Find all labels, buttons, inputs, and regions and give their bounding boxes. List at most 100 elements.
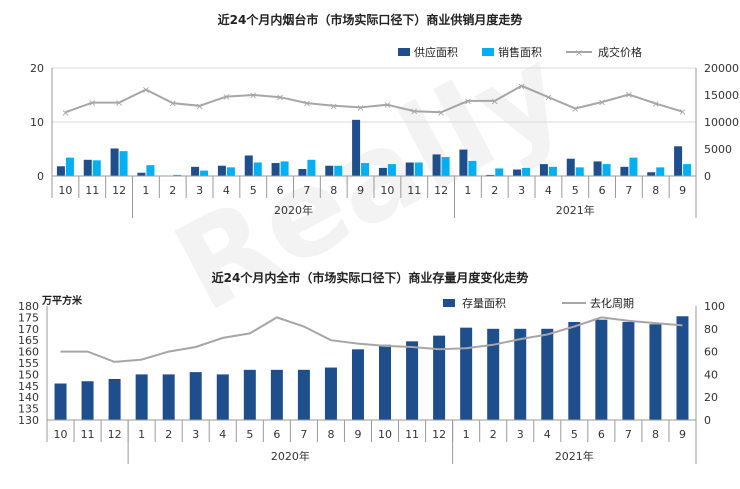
bar-sales <box>280 161 289 176</box>
x-tick-label: 6 <box>277 184 284 197</box>
x-tick-label: 11 <box>85 184 99 197</box>
bar-supply <box>432 154 441 176</box>
bar-sales <box>522 167 531 176</box>
x-tick-label: 5 <box>250 184 257 197</box>
legend-marker-price: × <box>575 48 583 59</box>
x-tick-label: 12 <box>432 428 446 441</box>
legend-swatch-supply <box>398 48 410 56</box>
bar-sales <box>65 157 74 176</box>
watermark: Really <box>154 21 586 339</box>
left-tick-label: 10 <box>30 116 44 129</box>
chart1-price-line: × × × × × × × × × × × × × × × × × × × × × × × × <box>61 81 687 118</box>
line-point-marker: × <box>571 104 579 115</box>
right-tick-label: 100 <box>704 300 725 313</box>
bar-stock <box>351 349 364 420</box>
x-tick-label: 8 <box>652 184 659 197</box>
line-point-marker: × <box>115 98 123 109</box>
line-point-marker: × <box>517 81 525 92</box>
right-tick-label: 60 <box>704 346 718 359</box>
bar-sales <box>307 159 316 176</box>
right-tick-label: 20000 <box>704 62 739 75</box>
right-tick-label: 0 <box>704 414 711 427</box>
bar-sales <box>441 157 450 176</box>
series-line-price <box>65 84 683 114</box>
right-tick-label: 0 <box>704 170 711 183</box>
bar-stock <box>568 321 581 420</box>
bar-stock <box>324 367 337 420</box>
x-tick-label: 8 <box>330 184 337 197</box>
x-tick-label: 3 <box>192 428 199 441</box>
bar-stock <box>406 341 419 420</box>
bar-supply <box>593 161 602 176</box>
legend-label-cycle: 去化周期 <box>590 296 634 310</box>
x-tick-label: 7 <box>300 428 307 441</box>
chart1-gridlines <box>52 67 696 123</box>
line-point-marker: × <box>169 99 177 110</box>
bar-stock <box>622 321 635 420</box>
x-tick-label: 11 <box>407 184 421 197</box>
x-tick-label: 1 <box>138 428 145 441</box>
x-tick-label: 9 <box>354 428 361 441</box>
legend-label-supply: 供应面积 <box>414 45 458 59</box>
bar-supply <box>83 159 92 176</box>
line-point-marker: × <box>195 101 203 112</box>
x-tick-label: 9 <box>679 428 686 441</box>
line-point-marker: × <box>303 99 311 110</box>
x-tick-label: 5 <box>246 428 253 441</box>
x-tick-label: 2 <box>165 428 172 441</box>
bar-sales <box>656 167 665 176</box>
x-tick-label: 11 <box>81 428 95 441</box>
line-point-marker: × <box>222 92 230 103</box>
x-tick-label: 10 <box>58 184 72 197</box>
x-tick-label: 4 <box>545 184 552 197</box>
left-tick-label: 140 <box>18 391 39 404</box>
supply-sales-chart: 近24个月内烟台市（市场实际口径下）商业供销月度走势 供应面积 销售面积 × 成… <box>30 12 739 218</box>
bar-sales <box>629 157 638 176</box>
line-point-marker: × <box>544 93 552 104</box>
x-tick-label: 12 <box>108 428 122 441</box>
x-tick-label: 10 <box>378 428 392 441</box>
left-tick-label: 180 <box>18 300 39 313</box>
bar-sales <box>146 165 155 176</box>
year-label: 2021年 <box>556 203 595 217</box>
bar-supply <box>191 166 200 176</box>
chart1-bars <box>56 119 692 176</box>
x-tick-label: 3 <box>517 428 524 441</box>
left-tick-label: 20 <box>30 62 44 75</box>
legend-swatch-stock <box>443 299 455 307</box>
chart1-legend: 供应面积 销售面积 × 成交价格 <box>398 45 642 59</box>
left-tick-label: 170 <box>18 323 39 336</box>
chart2-title: 近24个月内全市（市场实际口径下）商业存量月度变化走势 <box>212 270 529 285</box>
right-tick-label: 10000 <box>704 116 739 129</box>
x-tick-label: 6 <box>598 428 605 441</box>
legend-label-sales: 销售面积 <box>498 45 542 59</box>
bar-stock <box>54 383 67 420</box>
bar-sales <box>92 160 101 176</box>
bar-sales <box>119 151 128 176</box>
bar-stock <box>379 344 392 420</box>
x-tick-label: 4 <box>219 428 226 441</box>
line-point-marker: × <box>678 107 686 118</box>
bar-stock <box>189 372 202 420</box>
bar-sales <box>387 164 396 176</box>
bar-stock <box>433 335 446 420</box>
left-tick-label: 145 <box>18 380 39 393</box>
line-point-marker: × <box>88 98 96 109</box>
stock-chart: 近24个月内全市（市场实际口径下）商业存量月度变化走势 万平方米 存量面积 去化… <box>18 270 725 464</box>
bar-stock <box>460 327 473 420</box>
bar-sales <box>575 167 584 176</box>
legend-swatch-sales <box>482 48 494 56</box>
chart2-unit-label: 万平方米 <box>41 294 83 307</box>
chart2-bars <box>54 316 689 420</box>
x-tick-label: 9 <box>357 184 364 197</box>
bar-stock <box>676 316 689 420</box>
x-tick-label: 4 <box>544 428 551 441</box>
bar-supply <box>56 166 65 176</box>
bar-stock <box>108 378 121 420</box>
bar-supply <box>378 167 387 176</box>
x-tick-label: 2 <box>491 184 498 197</box>
bar-sales <box>226 167 235 176</box>
x-tick-label: 12 <box>112 184 126 197</box>
x-tick-label: 1 <box>464 184 471 197</box>
